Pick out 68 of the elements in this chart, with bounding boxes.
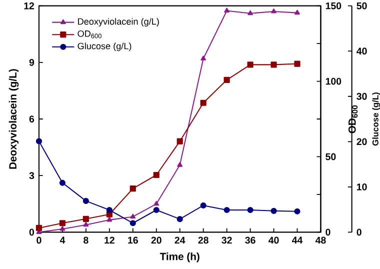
y3-tick-label: 10 (357, 183, 367, 190)
y3-tick-label: 20 (356, 138, 367, 146)
point (200, 202, 206, 208)
y2-tick-label: 100 (326, 78, 342, 85)
x-tick-label: 36 (245, 236, 256, 244)
x-tick-label: 48 (315, 236, 326, 244)
point (130, 185, 136, 192)
x-tick-label: 32 (222, 236, 232, 244)
point (294, 208, 300, 214)
x-tick-label: 24 (174, 236, 186, 244)
point (247, 206, 254, 214)
point (271, 8, 276, 14)
point (176, 138, 183, 144)
y-axis-title: Deoxyviolacein (g/L) (8, 69, 19, 169)
point (248, 10, 253, 16)
legend-label: OD$_{600}$ (78, 30, 102, 38)
legend-label: Glucose (g/L) (78, 42, 132, 52)
point (176, 216, 183, 222)
y-tick-label: 6 (29, 116, 34, 122)
point (270, 208, 277, 214)
point (82, 216, 89, 222)
y-tick-label: 12 (24, 2, 34, 10)
point (36, 138, 42, 144)
y-tick-label: 0 (29, 228, 34, 236)
point (200, 56, 206, 60)
x-tick-label: 40 (268, 236, 279, 244)
y-tick-label: 3 (29, 172, 34, 179)
x-tick-label: 28 (198, 236, 208, 244)
point (130, 220, 136, 226)
y2-tick-label: 50 (326, 153, 336, 160)
point (224, 76, 230, 83)
point (154, 200, 160, 206)
point (36, 224, 42, 231)
y-tick-label: 9 (29, 58, 34, 66)
point (177, 162, 183, 167)
y3-axis-title: Glucose (g/L) (372, 92, 380, 146)
y3-tick-label: 40 (356, 48, 367, 54)
y3-tick-label: 30 (356, 92, 367, 100)
point (82, 198, 89, 204)
point (59, 180, 66, 186)
y3-tick-label: 50 (356, 2, 367, 10)
point (224, 206, 230, 214)
x-tick-label: 4 (60, 236, 66, 244)
y2-tick-label: 150 (326, 2, 342, 10)
point (247, 62, 254, 68)
x-tick-label: 8 (84, 236, 88, 244)
point (294, 60, 300, 67)
point (60, 226, 66, 231)
point (153, 172, 160, 178)
y2-tick-label: 0 (326, 228, 330, 236)
point (106, 206, 112, 214)
x-tick-label: 44 (292, 236, 303, 244)
point (294, 10, 300, 15)
x-axis-title: Time (h) (160, 252, 200, 262)
point (106, 216, 112, 222)
point (130, 214, 136, 218)
x-tick-label: 20 (151, 236, 162, 244)
x-tick-label: 12 (104, 236, 114, 244)
point (153, 206, 160, 214)
y3-tick-label: 0 (356, 228, 362, 236)
x-tick-label: 16 (128, 236, 138, 244)
point (224, 8, 230, 12)
point (83, 222, 89, 227)
point (200, 100, 206, 106)
x-tick-label: 0 (36, 236, 42, 244)
point (270, 62, 277, 68)
point (59, 220, 66, 226)
legend-label: Deoxyviolacein (g/L) (78, 18, 159, 26)
